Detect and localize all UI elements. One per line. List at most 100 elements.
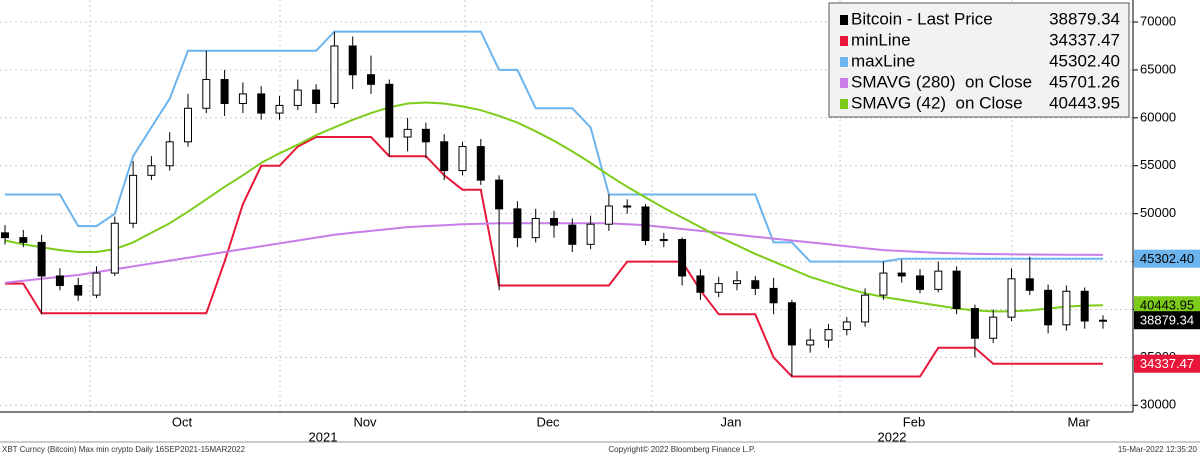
line-series [4,101,1104,313]
candle-body [897,272,906,277]
candle-body [842,321,851,331]
footer-left: XBT Curncy (Bitcoin) Max min crypto Dail… [2,445,246,454]
candle-body [659,239,668,242]
candle-body [1080,290,1089,322]
candle-body [92,272,101,296]
legend-swatch [840,57,848,67]
candle-body [1007,278,1016,318]
y-tick-label: 60000 [1140,109,1176,124]
candle-body [403,128,412,138]
candle-body [476,146,485,181]
month-grid [89,0,1013,412]
candle-body [861,294,870,323]
y-tick-label: 65000 [1140,61,1176,76]
candle-body [129,174,138,224]
x-tick-label: Mar [1068,414,1091,429]
axis-tag-label: 40443.95 [1140,298,1194,313]
footer-center: Copyright© 2022 Bloomberg Finance L.P. [608,445,755,454]
candle-body [110,222,119,274]
candle-body [623,205,632,208]
candle-body [421,128,430,143]
candle-body [733,280,741,285]
candle-body [37,241,46,277]
legend-value: 45701.26 [1049,72,1120,91]
legend-value: 38879.34 [1049,9,1120,28]
y-tick-label: 70000 [1140,13,1176,28]
candle-body [806,339,815,346]
legend-swatch [840,36,848,46]
candle-body [367,74,375,85]
candle-body [257,93,266,114]
year-label: 2022 [878,429,907,444]
candle-body [531,217,540,239]
candle-body [55,275,64,287]
legend-swatch [840,99,848,109]
candle-body [586,223,595,245]
candle-body [714,283,723,293]
axis-tag-label: 34337.47 [1140,356,1194,371]
candle-body [568,224,577,245]
axis-tag [1134,354,1200,373]
candle-body [1,232,9,239]
legend-swatch [840,78,848,88]
legend-value: 40443.95 [1049,93,1120,112]
y-tick-label: 30000 [1140,397,1176,412]
footer-right: 15-Mar-2022 12:35:20 [1118,445,1198,454]
axis-tag [1134,311,1200,330]
candle-body [184,107,192,143]
legend-label: minLine [851,30,911,49]
candle-body [1062,290,1071,326]
candle-body [1044,289,1053,326]
candle-body [769,287,778,304]
x-tick-label: Dec [536,414,560,429]
legend-swatch [840,15,848,25]
legend-label: SMAVG (42) on Close [851,93,1023,112]
candle-body [312,89,321,104]
x-tick-label: Jan [721,414,742,429]
x-tick-label: Nov [353,414,377,429]
candle-body [787,302,796,346]
candle-body [348,45,357,76]
candle-body [678,239,687,277]
legend-value: 34337.47 [1049,30,1120,49]
line-series [5,30,1103,263]
candle-body [970,308,979,339]
legend-label: maxLine [851,51,915,70]
candle-body [293,89,302,106]
candle-body [550,217,558,226]
candle-body [165,141,174,167]
axis-tag [1134,249,1200,268]
line-series [5,136,1103,378]
y-tick-label: 50000 [1140,205,1176,220]
axis-tag [1134,296,1200,315]
year-label: 2021 [309,429,338,444]
candle-body [330,45,339,104]
candle-body [934,270,943,290]
axis-tag-label: 38879.34 [1140,313,1194,328]
y-tick-label: 55000 [1140,157,1176,172]
candle-body [202,79,211,109]
candle-body [19,237,28,243]
candle-body [495,179,504,210]
candle-body [604,205,613,225]
candle-body [696,275,705,293]
candle-body [147,165,156,176]
candle-body [275,104,284,114]
candle-body [220,79,229,104]
legend-label: Bitcoin - Last Price [851,9,993,28]
candle-body [751,280,760,289]
x-tick-label: Oct [172,414,193,429]
candle-body [385,83,394,138]
candle-body [1025,278,1034,291]
candle-body [513,208,522,239]
candle-body [879,272,888,296]
candle-body [952,270,961,310]
axis-tag-label: 45302.40 [1140,251,1194,266]
candle-body [916,275,924,290]
legend-box [828,2,1130,118]
legend: Bitcoin - Last Price 38879.34 minLine 34337… [828,2,1130,118]
candle-body [440,141,449,172]
candle-body [989,316,998,339]
candle-body [238,93,247,104]
